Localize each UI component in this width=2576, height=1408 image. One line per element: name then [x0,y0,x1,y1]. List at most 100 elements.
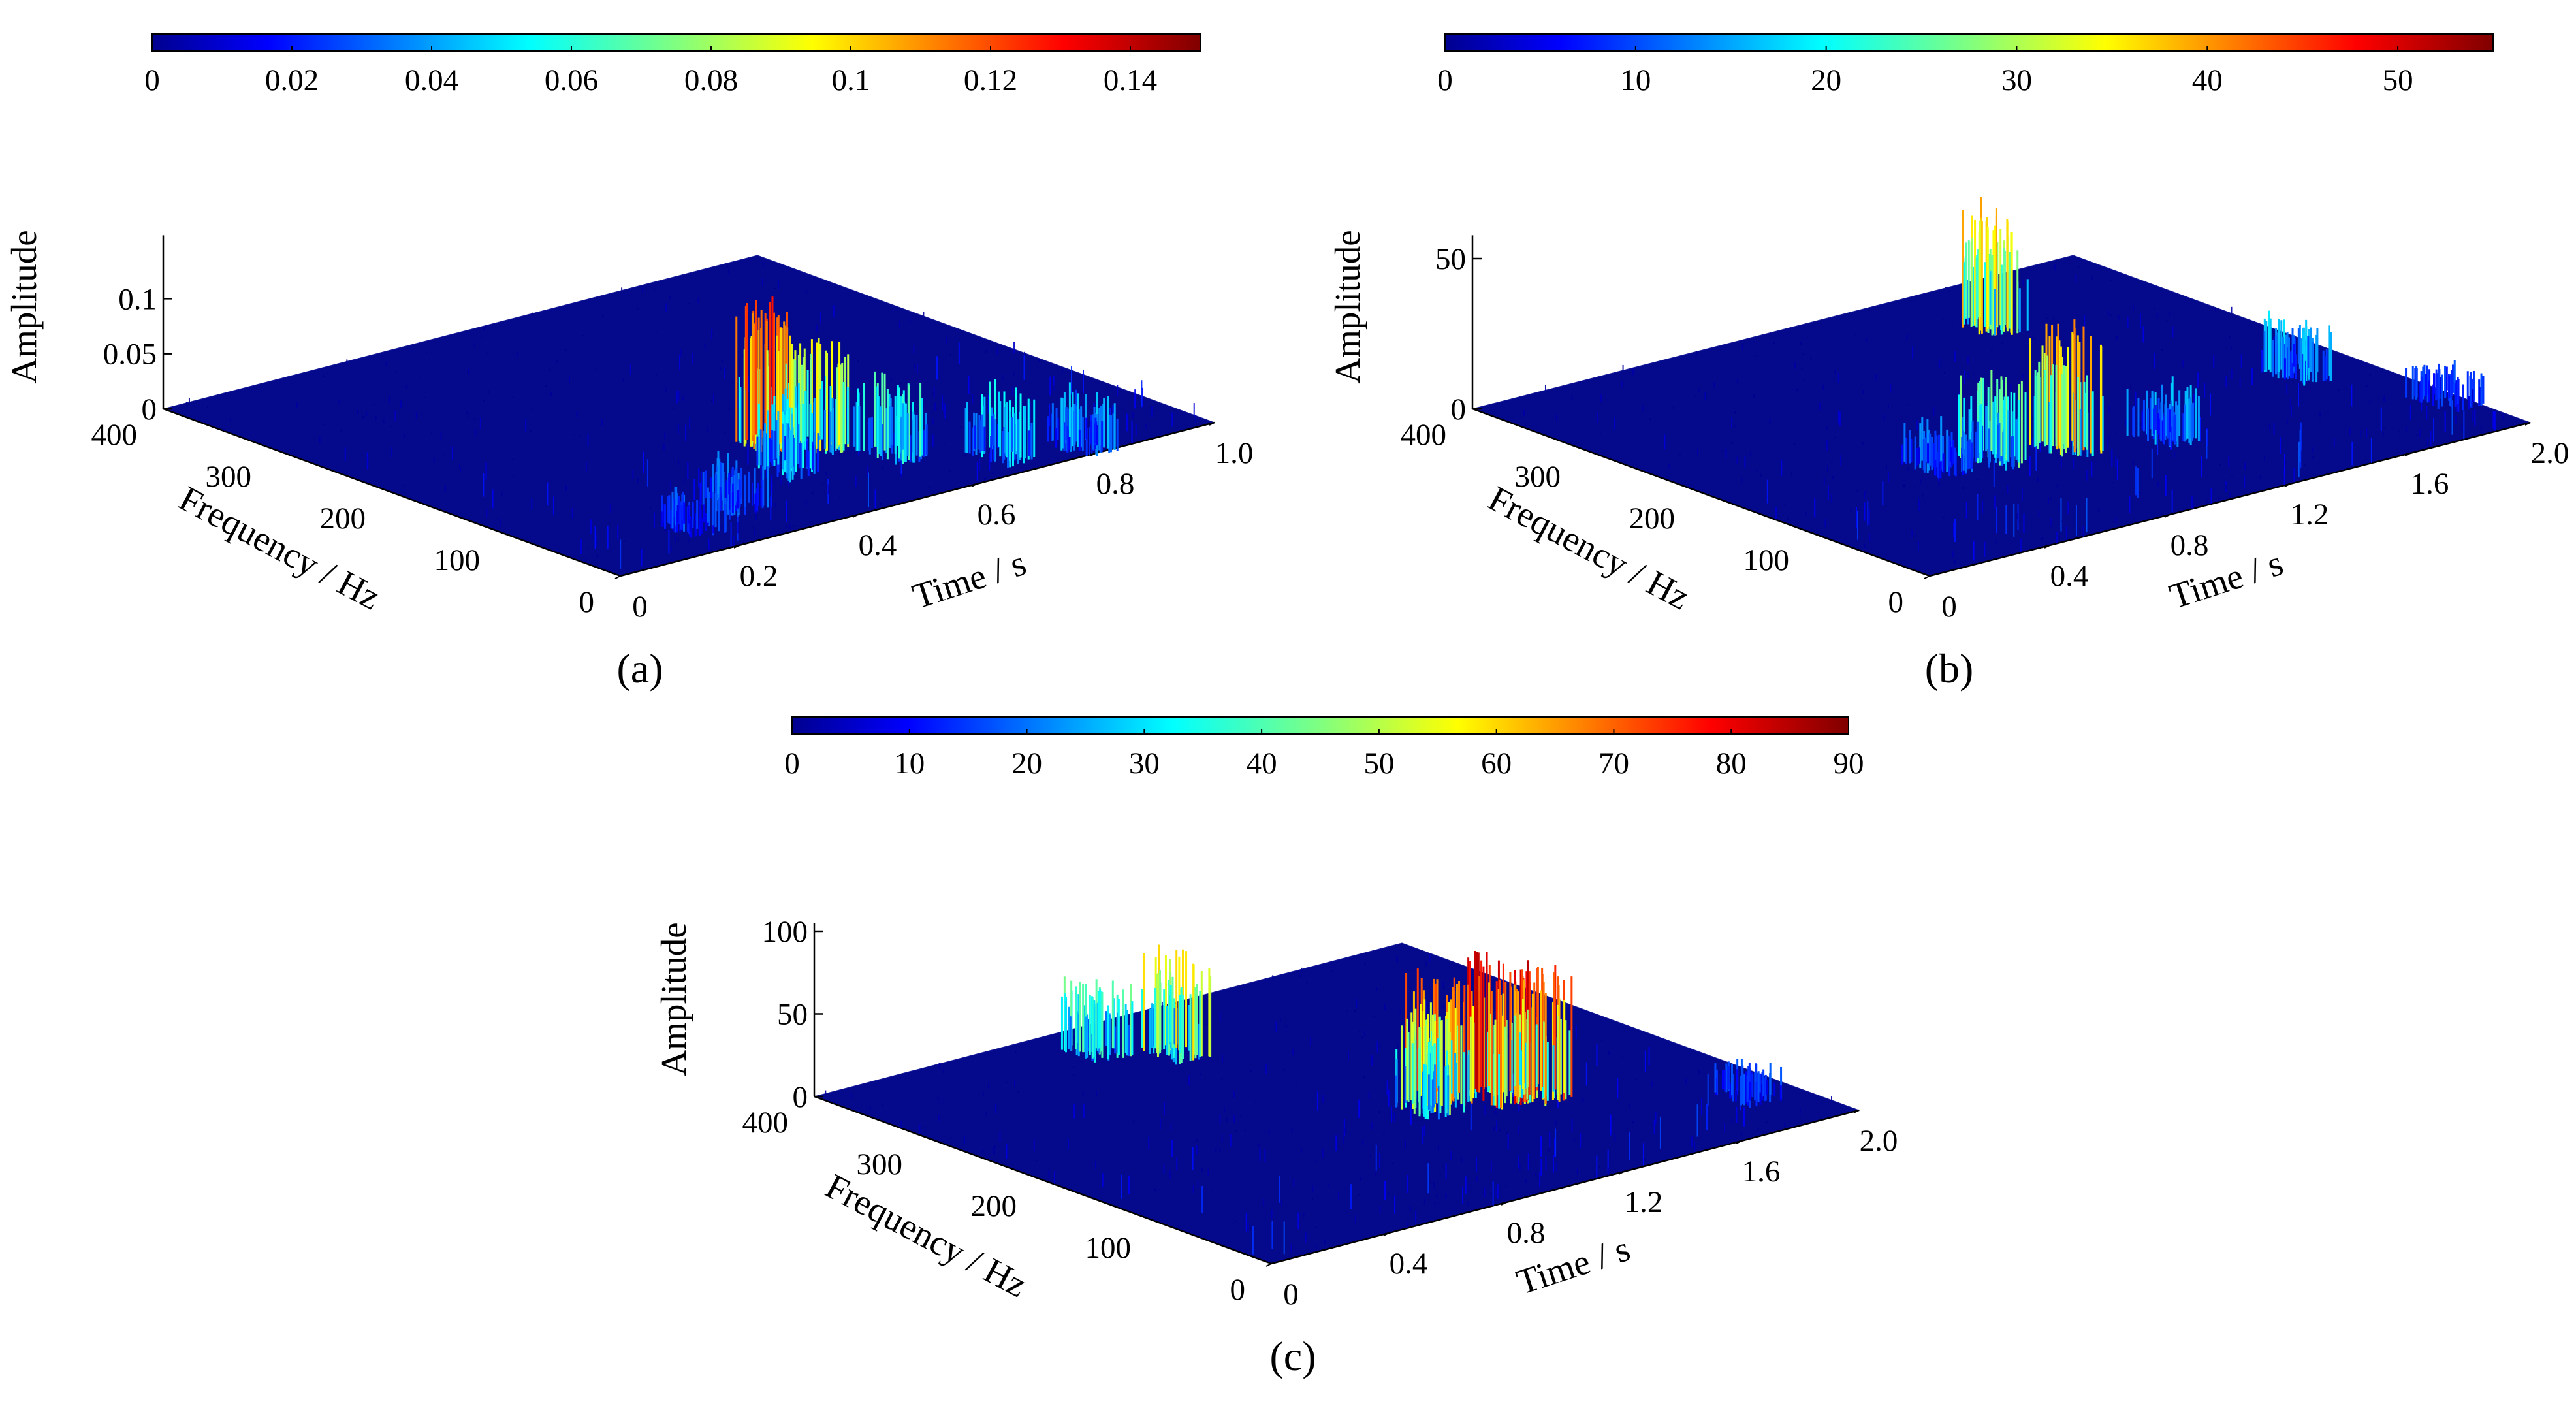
peak-cluster [1467,950,1531,1110]
colorbar-tick-label: 0 [144,63,160,97]
colorbar-tick-label: 0.08 [684,63,738,97]
colorbar [151,33,1201,52]
frequency-tick-label: 0 [579,585,595,619]
time-tick-label: 0 [1283,1277,1299,1311]
frequency-tick-label: 400 [1401,418,1447,452]
time-tick-label: 0.4 [1390,1247,1428,1281]
surface-spikes [176,261,1200,570]
time-tick [1383,1232,1390,1236]
colorbar-tick-label: 60 [1481,746,1512,780]
panel-b: 0 10 20 30 40 50050010020030040000.40.81.21.6… [1328,33,2569,692]
time-tick-label: 2.0 [1860,1124,1898,1158]
time-tick [1265,1263,1272,1267]
peak-cluster [1958,370,2027,471]
time-tick [2164,514,2171,518]
time-tick [1924,575,1930,579]
z-tick-label: 50 [1435,242,1466,276]
time-tick-label: 0.4 [2050,559,2089,593]
colorbar-tick-label: 30 [1129,746,1160,780]
colorbar-tick-label: 90 [1834,746,1864,780]
frequency-tick-label: 300 [1515,460,1561,494]
time-tick [1090,453,1096,456]
time-tick [1501,1202,1507,1206]
frequency-tick-label: 100 [1743,543,1790,577]
colorbar-tick-label: 40 [2192,63,2223,97]
frequency-axis-line [163,408,621,577]
time-tick-label: 0.4 [859,528,897,562]
peak-cluster [2126,376,2201,450]
colorbar-tick-label: 40 [1247,746,1277,780]
frequency-tick-label: 0 [1888,585,1904,619]
panel-c: 0 10 20 30 40 50 60 70 80 90050100010020030040000… [654,716,1898,1379]
colorbar-tick-label: 30 [2001,63,2032,97]
colorbar-tick-label: 70 [1598,746,1629,780]
peak-cluster [756,396,819,483]
time-tick-label: 1.0 [1215,436,1254,470]
colorbar [791,716,1849,735]
time-tick-label: 1.6 [1742,1155,1781,1189]
z-axis-label: Amplitude [1328,230,1367,383]
time-tick-label: 2.0 [2531,436,2569,470]
time-tick-label: 0.8 [2171,528,2209,562]
time-tick-label: 1.2 [1625,1185,1663,1219]
colorbar-tick-label: 0.04 [405,63,458,97]
time-tick [733,545,740,549]
frequency-tick-label: 200 [320,502,366,536]
time-tick [971,483,978,487]
frequency-axis-label: Frequency / Hz [819,1166,1034,1305]
frequency-tick-label: 100 [434,543,481,577]
colorbar-tick-label: 0.14 [1104,63,1157,97]
frequency-tick-label: 200 [1629,502,1676,536]
time-tick-label: 0.6 [978,498,1016,532]
panel-label: (b) [1925,645,1974,692]
time-tick-label: 1.6 [2411,467,2449,501]
frequency-tick-label: 400 [742,1106,789,1140]
colorbar-tick-label: 0 [784,746,800,780]
time-tick [1736,1140,1742,1144]
time-axis-label: Time / s [908,543,1030,616]
z-tick-label: 0.1 [118,282,157,316]
z-tick-label: 0.05 [103,338,157,372]
z-tick-label: 100 [762,915,808,949]
time-tick-label: 0.8 [1507,1216,1546,1250]
panel-label: (a) [616,645,663,692]
peak-cluster [1962,197,2029,336]
time-tick [1618,1171,1625,1175]
frequency-tick-label: 100 [1085,1231,1132,1265]
time-tick-label: 0.8 [1096,467,1135,501]
colorbar [1444,33,2494,52]
time-tick [614,575,621,579]
time-tick [1209,422,1215,426]
time-axis-line [1271,1109,1860,1265]
time-tick [852,514,859,518]
frequency-tick-label: 400 [91,418,138,452]
frequency-tick-label: 300 [206,460,252,494]
peak-cluster [855,371,928,465]
frequency-axis-label: Frequency / Hz [173,478,387,617]
peak-cluster [1714,1059,1783,1108]
peak-cluster [2405,360,2485,412]
colorbar-tick-label: 0.12 [964,63,1017,97]
time-tick [2524,422,2531,426]
peak-cluster [660,486,727,538]
time-axis-line [1929,421,2531,577]
colorbar-tick-label: 0.02 [265,63,319,97]
colorbar-tick-label: 80 [1716,746,1747,780]
panel-a: 0 0.02 0.04 0.06 0.08 0.1 0.12 0.14 0 0.05 0.1 0 100… [4,33,1254,692]
frequency-tick-label: 0 [1230,1273,1246,1307]
z-axis-label: Amplitude [654,922,693,1076]
peak-cluster [699,451,769,517]
z-axis-label: Amplitude [4,230,44,383]
time-tick-label: 1.2 [2291,498,2329,532]
peak-cluster [1047,382,1119,456]
surface-spikes [825,944,1843,1255]
frequency-tick-label: 200 [971,1189,1017,1223]
peak-cluster [1395,1011,1465,1120]
peak-cluster [2261,310,2332,386]
frequency-tick-label: 300 [857,1147,903,1181]
peak-cluster [1141,944,1212,1065]
time-tick [2044,545,2050,549]
z-tick-label: 50 [777,998,808,1032]
time-tick-label: 0.2 [740,559,778,593]
